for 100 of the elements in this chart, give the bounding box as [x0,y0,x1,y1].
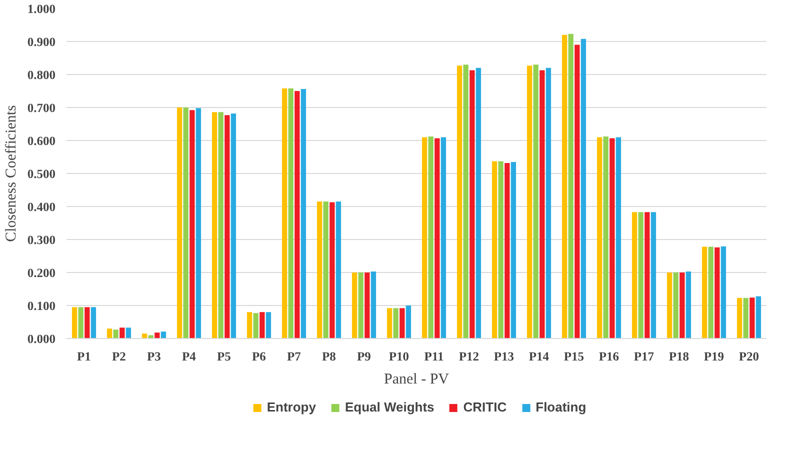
bar [428,136,434,338]
x-tick-label: P15 [564,350,584,364]
legend-label: Floating [536,400,586,414]
bar [540,70,545,338]
bar [212,112,218,338]
y-tick-label: 0.100 [27,299,56,313]
legend-label: CRITIC [463,400,507,414]
bar [266,312,272,338]
bar [720,246,726,338]
bar [160,332,166,338]
bar [616,137,622,338]
bar [358,272,364,338]
bar [610,138,615,338]
bar [434,138,440,338]
x-tick-label: P11 [424,350,444,364]
legend-label: Entropy [266,400,316,414]
y-tick-label: 0.600 [27,134,56,148]
x-tick-label: P18 [668,350,690,364]
bar [422,137,428,338]
bar [106,328,112,338]
y-tick-label: 0.400 [27,200,56,214]
y-tick-label: 0.200 [27,266,56,280]
bar [282,88,288,338]
bar [230,113,236,338]
bar [330,202,335,338]
bar [498,161,504,338]
bar [218,112,224,338]
bar [666,272,672,338]
bar [650,212,656,338]
x-tick-label: P6 [252,350,266,364]
y-tick-label: 0.300 [27,233,56,247]
y-tick-label: 0.700 [27,101,56,115]
bar [246,312,252,338]
bar [90,307,96,338]
x-tick-label: P20 [738,350,760,364]
bar [400,308,405,338]
bar [300,89,306,338]
bar [580,38,586,338]
bar [120,328,125,338]
x-tick-label: P14 [528,350,550,364]
bar [546,68,552,338]
bar [463,64,468,338]
bar [574,44,580,338]
bar [288,88,294,338]
bar [352,272,358,338]
bar [603,136,608,338]
bar [510,162,516,338]
bar [596,137,602,338]
x-tick-label: P17 [634,350,654,364]
bar [78,307,84,338]
bar [316,202,322,338]
bar [680,272,685,338]
bar [336,202,342,338]
bar [364,272,370,338]
bar [224,115,230,338]
bar [323,202,328,338]
x-tick-label: P16 [598,350,620,364]
x-tick-label: P12 [458,350,480,364]
y-tick-label: 0.800 [27,68,56,82]
x-axis-title: Panel - PV [384,372,450,388]
x-tick-label: P4 [182,350,197,364]
x-tick-label: P8 [322,350,336,364]
bar [113,330,118,338]
bar [750,298,755,338]
bar [190,110,195,338]
bar [736,298,742,338]
bar [504,162,510,338]
bar [526,66,532,338]
bar [638,212,644,338]
bar [370,272,376,338]
x-tick-label: P1 [77,350,91,364]
bar [756,296,762,338]
bar [673,272,678,338]
bar [476,68,482,338]
legend-label: Equal Weights [344,400,434,414]
bar [533,64,538,338]
bar [714,247,720,338]
bar [386,308,392,338]
x-tick-label: P2 [112,350,126,364]
bar [406,306,412,338]
x-tick-label: P5 [217,350,231,364]
bar [743,298,748,338]
bar [702,246,708,338]
bar [176,108,182,338]
bar [470,70,475,338]
x-tick-label: P7 [287,350,301,364]
bar [260,312,265,338]
bar [72,307,78,338]
bar [393,308,398,338]
bar [708,246,714,338]
bar [644,212,650,338]
y-tick-label: 1.000 [27,2,56,16]
bar [568,34,574,338]
bar [492,161,498,338]
bar [84,307,90,338]
bar [562,34,568,338]
bar [253,313,258,338]
y-tick-label: 0.500 [27,167,56,181]
bar [294,91,300,338]
x-tick-label: P19 [704,350,724,364]
